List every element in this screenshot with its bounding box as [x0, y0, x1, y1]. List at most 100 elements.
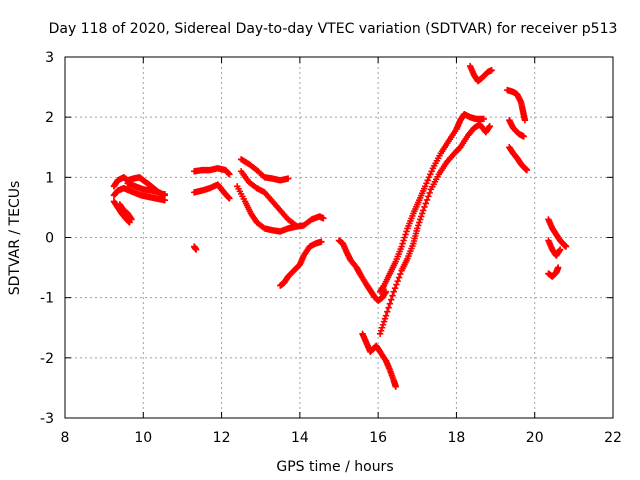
data-point: [414, 225, 421, 232]
data-point: [377, 327, 385, 334]
data-point: [397, 270, 404, 278]
data-point: [395, 274, 403, 281]
data-segment: [124, 180, 169, 199]
data-point: [423, 196, 431, 204]
y-tick-label: 2: [45, 110, 54, 126]
data-point: [320, 215, 327, 222]
data-point: [394, 277, 401, 285]
data-point: [318, 238, 325, 245]
data-segment: [190, 243, 200, 253]
x-tick-labels: 8 10 12 14 16 18 20 22: [61, 430, 622, 446]
data-point: [226, 195, 233, 202]
data-point: [426, 189, 433, 197]
data-point: [422, 200, 429, 207]
data-segment: [545, 264, 562, 280]
data-point: [428, 168, 435, 175]
y-axis-title: SDTVAR / TECUs: [7, 181, 23, 296]
data-point: [423, 180, 430, 187]
data-point: [418, 213, 425, 220]
data-point: [425, 193, 432, 200]
y-tick-label: -2: [40, 351, 54, 367]
data-segment: [190, 165, 233, 178]
data-point: [400, 237, 407, 244]
y-tick-label: 0: [45, 231, 54, 247]
data-point: [378, 324, 386, 331]
data-point: [402, 231, 409, 238]
data-segment: [190, 181, 233, 202]
x-tick-label: 18: [448, 430, 466, 446]
data-point: [421, 203, 428, 211]
x-tick-label: 16: [369, 430, 387, 446]
data-point: [392, 383, 399, 390]
x-axis-title: GPS time / hours: [276, 459, 393, 475]
chart-title: Day 118 of 2020, Sidereal Day-to-day VTE…: [49, 21, 618, 37]
x-tick-label: 20: [526, 430, 544, 446]
data-segment: [504, 86, 529, 124]
y-tick-labels: -3 -2 -1 0 1 2 3: [40, 50, 54, 427]
data-segment: [506, 116, 527, 140]
y-tick-label: -1: [40, 291, 54, 307]
data-point: [415, 222, 422, 229]
data-point: [418, 210, 426, 217]
data-point: [520, 133, 527, 140]
data-point: [385, 304, 392, 311]
data-point: [419, 207, 427, 214]
data-point: [391, 284, 399, 292]
x-tick-label: 22: [604, 430, 622, 446]
data-segment: [506, 144, 531, 174]
data-point: [161, 192, 169, 199]
data-point: [381, 315, 389, 322]
data-point: [382, 312, 390, 319]
data-segment: [545, 216, 570, 250]
data-point: [424, 177, 431, 184]
data-point: [486, 122, 493, 130]
data-point: [427, 171, 434, 178]
data-point: [556, 246, 564, 253]
data-point: [416, 219, 423, 226]
data-point: [398, 243, 405, 250]
data-segment: [110, 198, 133, 226]
data-segment: [376, 110, 488, 295]
data-segment: [335, 237, 390, 304]
data-segment: [237, 168, 300, 229]
data-segment: [359, 330, 399, 390]
data-point: [523, 166, 531, 174]
data-point: [384, 308, 391, 315]
data-segment: [116, 201, 135, 223]
y-tick-label: 1: [45, 170, 54, 186]
data-point: [390, 288, 397, 295]
data-point: [425, 174, 433, 181]
data-point: [386, 300, 394, 307]
x-tick-label: 12: [213, 430, 231, 446]
data-segment: [277, 238, 325, 289]
data-segment: [466, 62, 495, 85]
data-point: [389, 292, 396, 299]
data-point: [192, 246, 200, 253]
data-point: [417, 216, 424, 223]
data-point: [379, 321, 387, 328]
y-tick-label: 3: [45, 50, 54, 66]
data-point: [403, 228, 410, 235]
data-point: [401, 234, 408, 241]
data-segment: [234, 183, 327, 235]
data-segment: [545, 237, 564, 259]
data-point: [555, 264, 562, 271]
data-point: [284, 175, 292, 182]
x-tick-label: 10: [134, 430, 152, 446]
data-point: [376, 330, 384, 337]
data-point: [226, 171, 233, 178]
grid: [65, 57, 613, 418]
x-tick-label: 8: [61, 430, 70, 446]
y-tick-label: -3: [40, 411, 54, 427]
data-segment: [110, 184, 169, 204]
data-point: [521, 116, 529, 124]
x-tick-label: 14: [291, 430, 309, 446]
data-point: [387, 296, 395, 303]
data-segment: [237, 156, 292, 184]
data-segment: [376, 121, 493, 337]
data-point: [488, 67, 495, 74]
data-point: [393, 281, 400, 288]
data-point: [399, 240, 406, 247]
data-point: [421, 183, 429, 190]
